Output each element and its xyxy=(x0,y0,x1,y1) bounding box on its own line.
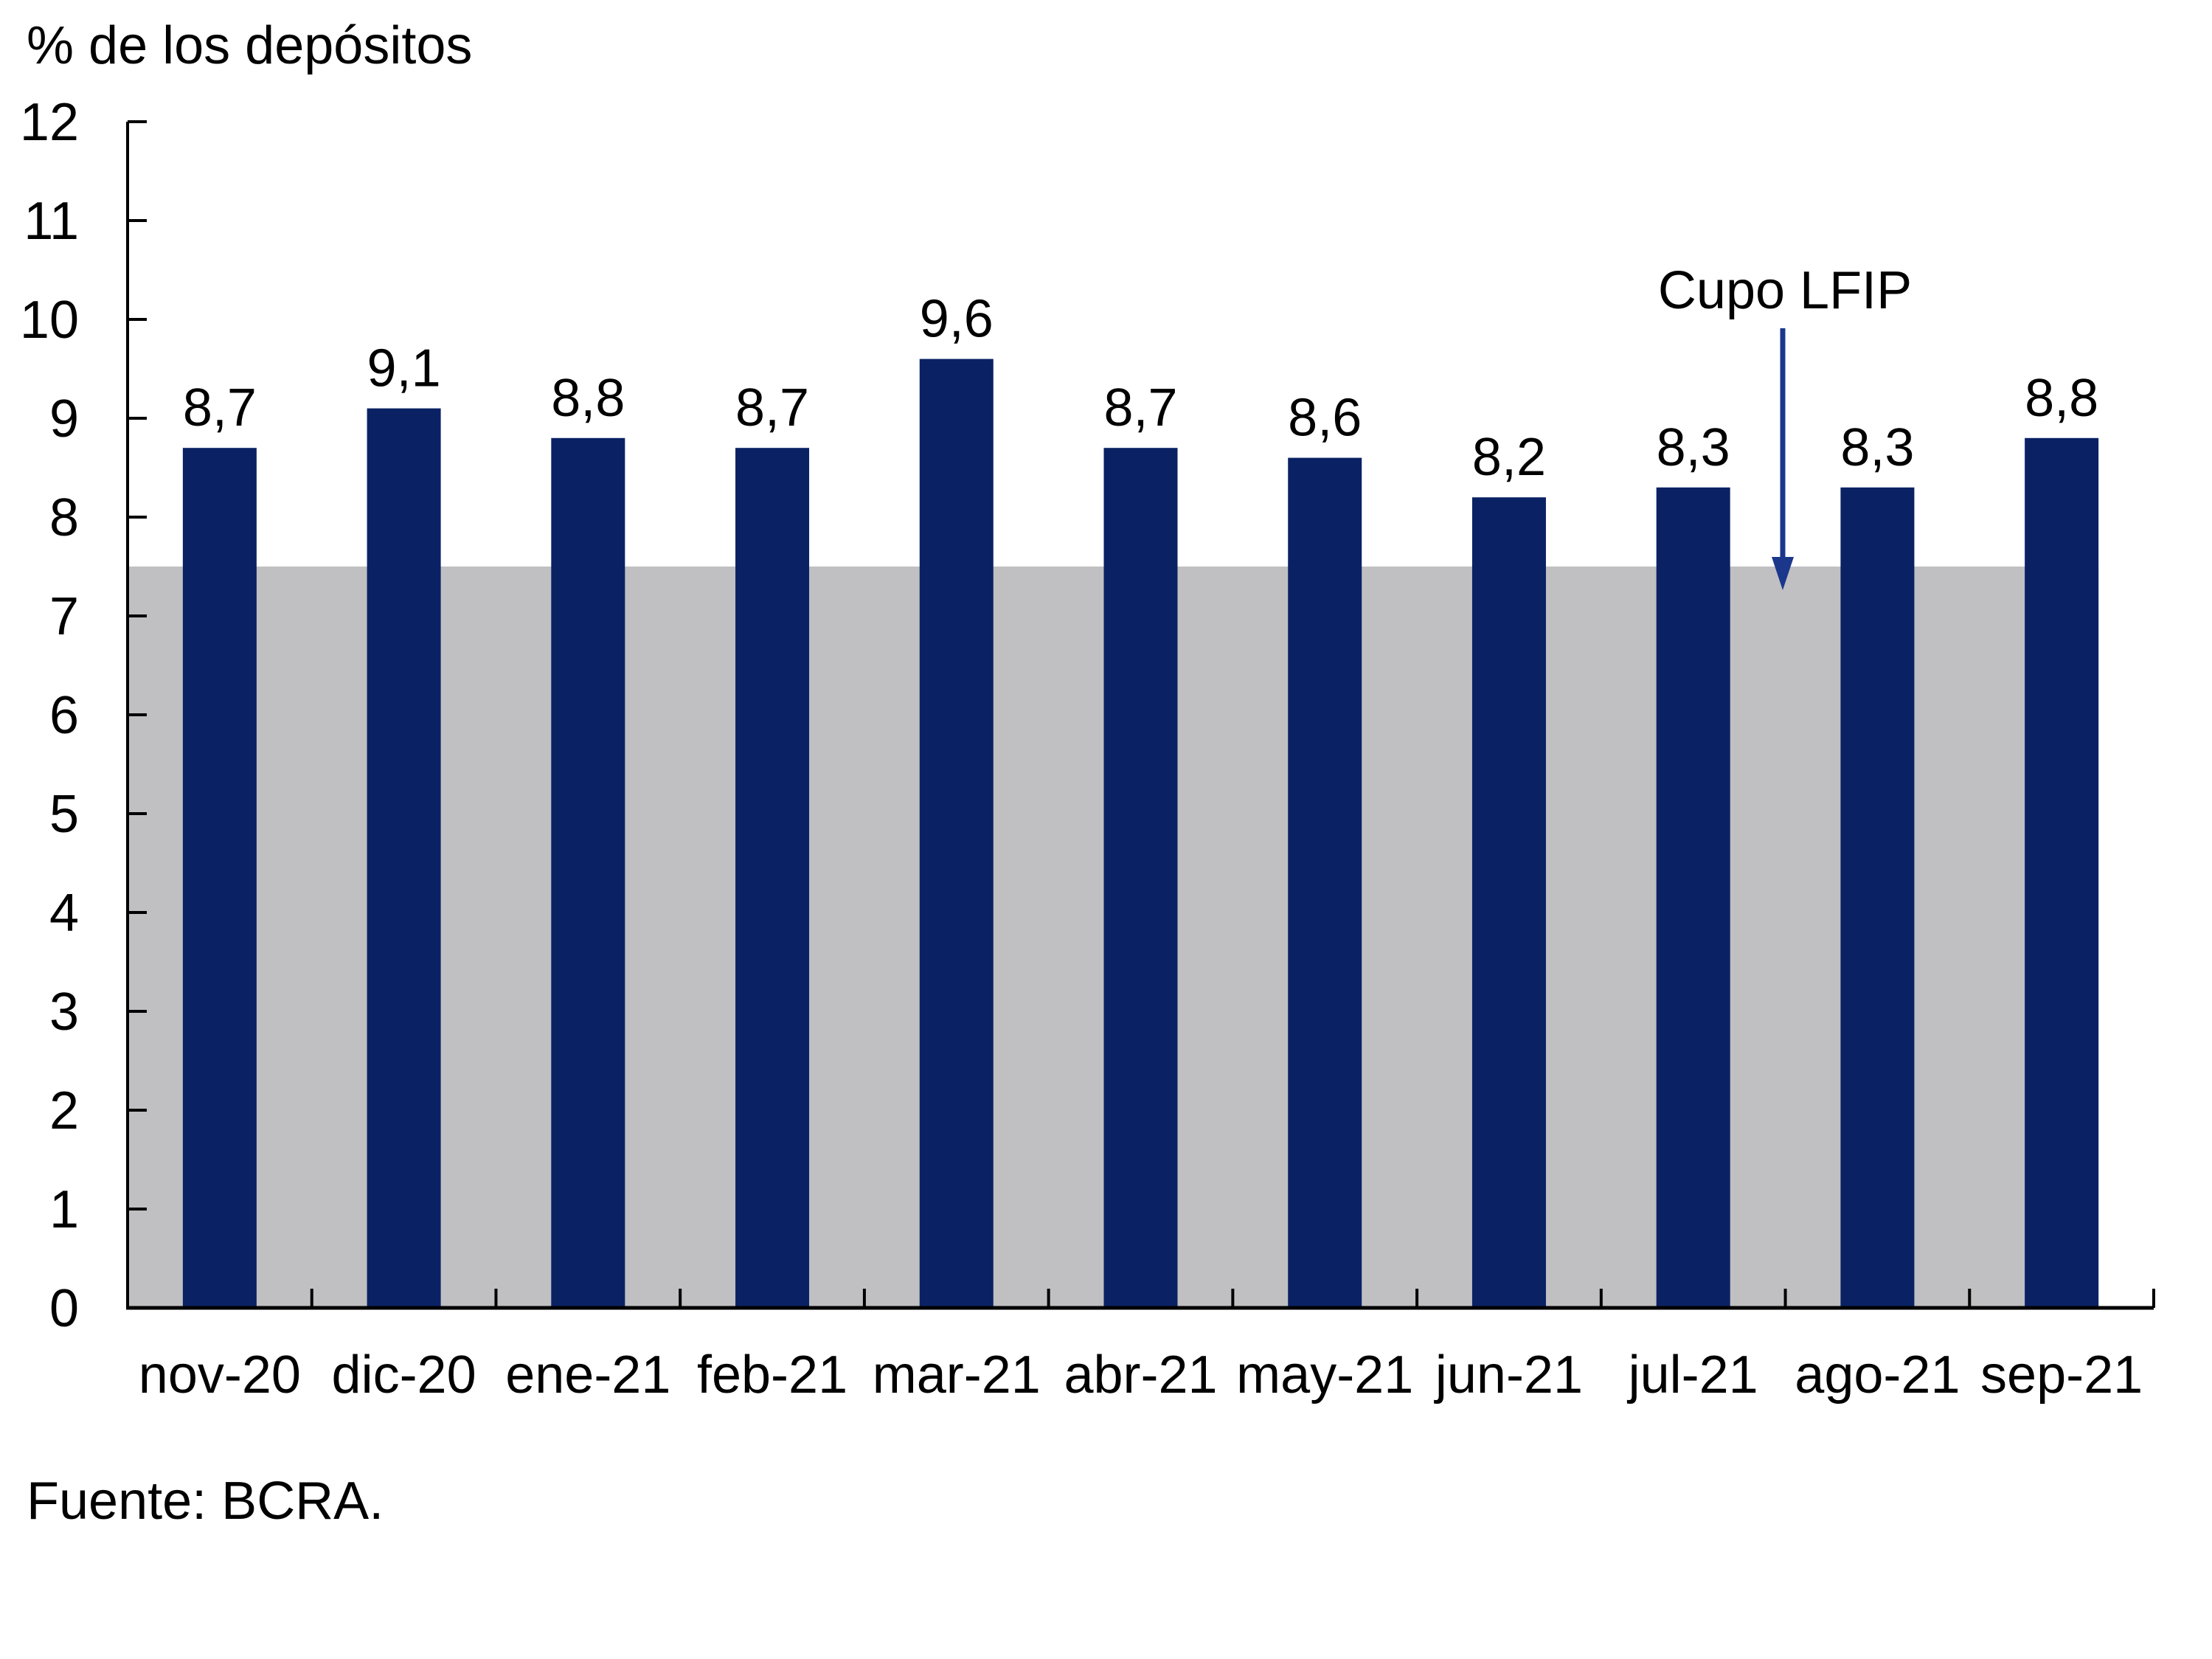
bar-value-label: 9,6 xyxy=(920,290,994,349)
y-tick-label: 3 xyxy=(49,983,79,1042)
y-tick-label: 2 xyxy=(49,1081,79,1140)
bar-mar-21 xyxy=(919,359,994,1309)
x-tick-label: mar-21 xyxy=(873,1345,1041,1405)
bar-value-label: 8,7 xyxy=(1103,378,1177,437)
y-tick-label: 5 xyxy=(49,785,79,844)
bar-abr-21 xyxy=(1103,448,1178,1309)
bar-value-label: 8,8 xyxy=(2025,369,2098,428)
x-tick-label: jun-21 xyxy=(1434,1345,1583,1405)
y-tick-label: 0 xyxy=(49,1279,79,1338)
x-tick-label: abr-21 xyxy=(1064,1345,1217,1405)
y-tick-label: 10 xyxy=(20,291,79,350)
y-tick-label: 9 xyxy=(49,389,79,448)
bar-ago-21 xyxy=(1840,487,1915,1308)
bar-sep-21 xyxy=(2025,437,2099,1308)
y-tick-label: 7 xyxy=(49,587,79,646)
bar-value-label: 9,1 xyxy=(367,339,441,398)
x-tick-label: nov-20 xyxy=(139,1345,301,1405)
cupo-lfip-arrow-head xyxy=(1772,557,1794,590)
bar-jun-21 xyxy=(1471,497,1546,1309)
bar-value-label: 8,3 xyxy=(1840,418,1914,477)
bar-value-label: 8,3 xyxy=(1657,418,1730,477)
bar-jul-21 xyxy=(1656,487,1730,1308)
source-note: Fuente: BCRA. xyxy=(27,1472,384,1531)
y-tick-label: 1 xyxy=(49,1180,79,1239)
bar-value-label: 8,2 xyxy=(1472,428,1546,487)
x-tick-label: ago-21 xyxy=(1795,1345,1960,1405)
x-tick-label: jul-21 xyxy=(1627,1345,1758,1405)
y-tick-label: 6 xyxy=(49,686,79,745)
annotation-cupo-lfip-label: Cupo LFIP xyxy=(1657,261,1913,320)
y-tick-label: 8 xyxy=(49,488,79,547)
bar-dic-20 xyxy=(367,408,441,1308)
bar-value-label: 8,7 xyxy=(735,378,809,437)
bar-ene-21 xyxy=(551,437,625,1308)
x-tick-label: sep-21 xyxy=(1980,1345,2143,1405)
bar-feb-21 xyxy=(735,448,810,1309)
bar-value-label: 8,6 xyxy=(1288,389,1362,448)
chart-title: % de los depósitos xyxy=(27,16,473,75)
y-tick-label: 4 xyxy=(49,884,79,943)
y-tick-label: 11 xyxy=(24,192,79,251)
bar-value-label: 8,7 xyxy=(183,378,257,437)
bar-may-21 xyxy=(1288,457,1362,1308)
bar-value-label: 8,8 xyxy=(551,369,625,428)
x-tick-label: dic-20 xyxy=(332,1345,476,1405)
x-tick-label: ene-21 xyxy=(505,1345,670,1405)
x-tick-label: may-21 xyxy=(1236,1345,1413,1405)
x-tick-label: feb-21 xyxy=(697,1345,847,1405)
bar-nov-20 xyxy=(182,448,257,1309)
y-tick-label: 12 xyxy=(20,93,79,152)
